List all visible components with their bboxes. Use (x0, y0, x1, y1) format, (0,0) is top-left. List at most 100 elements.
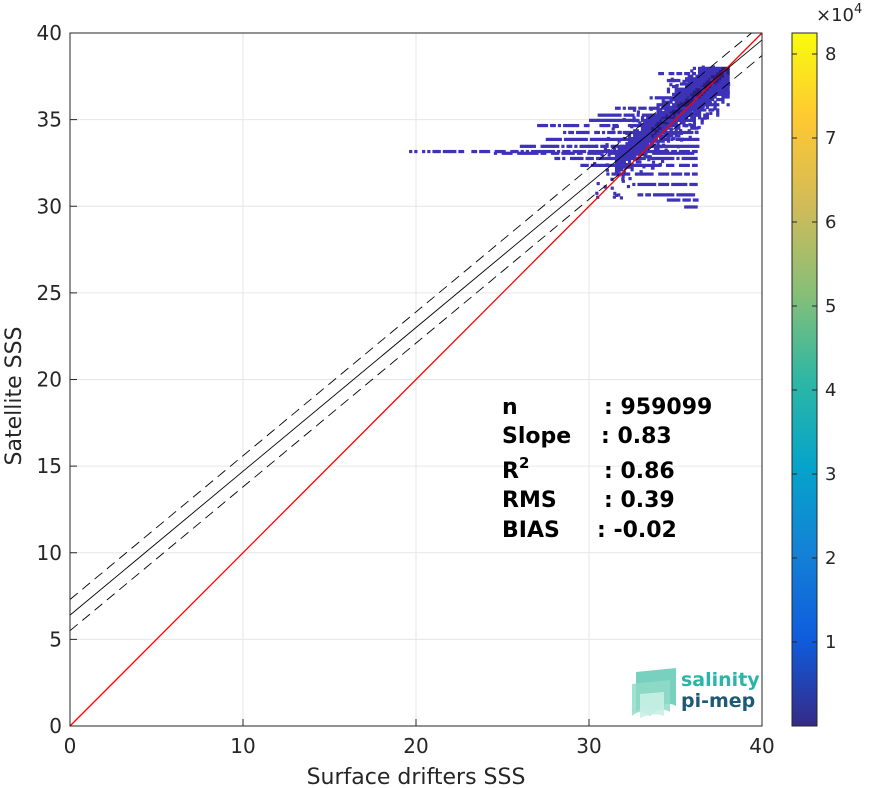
density-cell (657, 113, 661, 117)
density-cell (716, 90, 720, 94)
density-cell (640, 126, 645, 130)
density-cell (622, 149, 626, 154)
density-cell (648, 121, 652, 125)
density-cell (653, 139, 658, 143)
density-cell (635, 123, 639, 128)
density-cell (726, 71, 730, 76)
density-cell (620, 160, 624, 164)
density-cell (646, 116, 650, 120)
y-tick-label-3: 15 (37, 454, 62, 478)
density-cell (614, 170, 619, 174)
density-cell (648, 123, 652, 128)
density-cell (570, 130, 575, 135)
density-cell (571, 137, 575, 142)
density-cell (598, 163, 602, 168)
density-cell (458, 149, 462, 154)
density-cell (586, 123, 590, 128)
density-cell (664, 110, 668, 115)
density-cell (685, 82, 689, 86)
density-cell (653, 147, 658, 151)
density-cell (687, 110, 691, 115)
density-cell (632, 156, 636, 161)
density-cell (678, 71, 683, 76)
density-cell (660, 193, 664, 197)
density-cell (640, 134, 645, 138)
density-cell (701, 104, 705, 108)
density-cell (569, 151, 573, 155)
density-cell (580, 156, 584, 161)
density-cell (646, 139, 650, 143)
density-cell (630, 118, 634, 122)
density-cell (690, 74, 694, 78)
density-cell (639, 137, 643, 142)
density-cell (657, 144, 661, 148)
density-cell (652, 137, 656, 142)
density-cell (716, 84, 720, 89)
density-cell (651, 160, 656, 164)
density-cell (539, 123, 543, 128)
density-cell (677, 134, 681, 138)
density-cell (666, 123, 671, 128)
density-cell (486, 149, 491, 154)
density-cell (584, 137, 588, 142)
density-cell (688, 109, 693, 113)
density-cell (622, 144, 626, 148)
density-cell (602, 113, 607, 117)
density-cell (630, 139, 634, 143)
density-cell (693, 96, 697, 100)
density-cell (726, 91, 730, 95)
density-cell (636, 137, 640, 142)
density-cell (672, 97, 676, 102)
density-cell (618, 144, 622, 148)
density-cell (620, 152, 624, 156)
density-cell (617, 160, 621, 164)
density-cell (678, 96, 682, 100)
density-cell (723, 66, 728, 70)
density-cell (669, 83, 673, 87)
density-cell (663, 193, 667, 197)
density-cell (700, 82, 704, 86)
density-cell (654, 96, 658, 100)
density-cell (640, 163, 644, 168)
logo-text-salinity: salinity (681, 669, 760, 691)
density-cell (697, 92, 702, 96)
density-cell (628, 176, 632, 181)
density-cell (703, 108, 707, 112)
density-cell (669, 198, 673, 202)
density-cell (646, 126, 650, 130)
density-cell (718, 87, 722, 91)
density-cell (697, 79, 702, 83)
density-cell (632, 116, 636, 120)
density-cell (603, 149, 607, 154)
density-cell (634, 163, 639, 168)
density-cell (656, 142, 660, 146)
density-cell (716, 66, 720, 70)
colorbar-exponent-multiplier: × (816, 5, 831, 26)
density-cell (601, 118, 606, 122)
density-cell (682, 116, 686, 120)
density-cell (661, 123, 665, 128)
density-cell (631, 113, 635, 117)
density-cell (494, 149, 498, 154)
density-cell (627, 155, 632, 159)
density-cell (634, 130, 639, 134)
density-cell (700, 95, 704, 99)
density-cell (666, 78, 671, 83)
density-cell (619, 156, 623, 161)
y-tick-label-2: 10 (37, 541, 62, 565)
density-cell (592, 137, 596, 142)
density-cell (691, 71, 696, 76)
density-cell (644, 137, 648, 142)
density-cell (537, 123, 541, 128)
density-cell (659, 116, 663, 120)
density-cell (618, 130, 622, 134)
density-cell (640, 123, 644, 127)
density-cell (520, 149, 524, 154)
density-cell (663, 182, 667, 187)
density-cell (683, 144, 687, 148)
density-cell (716, 82, 720, 86)
density-cell (661, 116, 665, 120)
density-cell (674, 90, 678, 94)
density-cell (674, 108, 678, 112)
density-cell (636, 144, 640, 148)
